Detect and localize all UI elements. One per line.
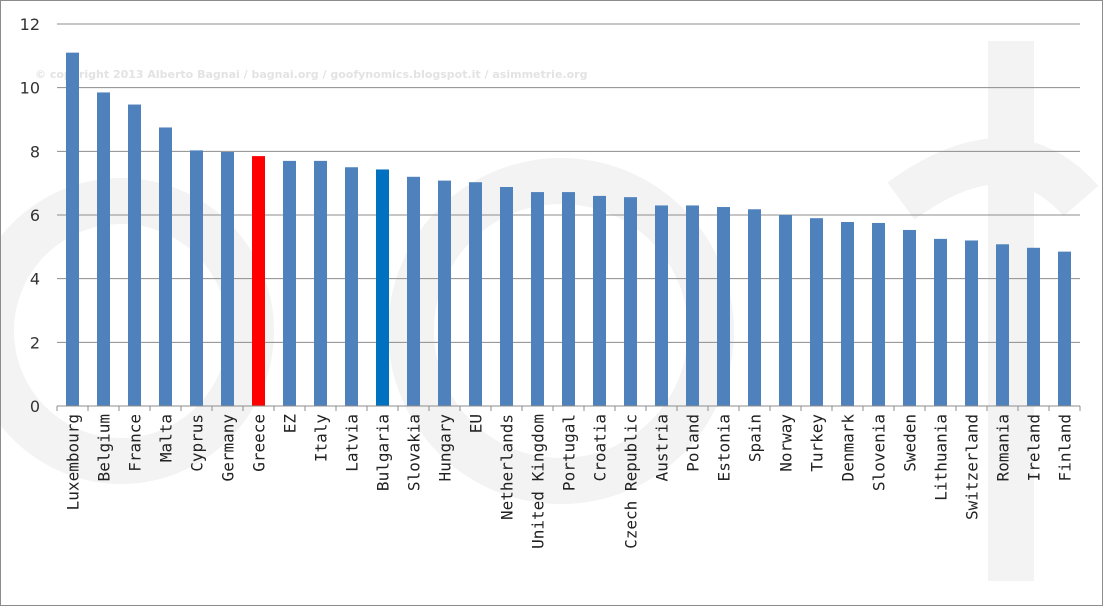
bar-belgium — [97, 92, 110, 406]
x-tick-label: Norway — [777, 414, 796, 472]
bar-switzerland — [965, 240, 978, 406]
bar-czech-republic — [624, 197, 637, 406]
y-tick-label: 6 — [30, 206, 40, 225]
y-axis-ticks: 0 2 4 6 8 10 12 — [20, 15, 40, 416]
x-tick-label: Romania — [994, 414, 1013, 481]
bar-spain — [748, 209, 761, 406]
bar-france — [128, 104, 141, 406]
x-tick-label: Denmark — [839, 414, 858, 482]
bar-turkey — [810, 218, 823, 406]
bar-denmark — [841, 222, 854, 406]
x-tick-label: Switzerland — [963, 414, 982, 520]
bar-poland — [686, 205, 699, 406]
x-tick-label: Netherlands — [498, 414, 517, 520]
bar-germany — [221, 151, 234, 406]
bar-italy — [314, 160, 327, 406]
y-tick-label: 0 — [30, 397, 40, 416]
bar-hungary — [438, 180, 451, 406]
bar-romania — [996, 244, 1009, 406]
bars — [66, 52, 1071, 407]
bar-greece — [252, 156, 265, 406]
bar-cyprus — [190, 150, 203, 406]
x-tick-label: Slovenia — [870, 414, 889, 491]
y-tick-label: 12 — [20, 15, 40, 34]
x-tick-label: Spain — [746, 414, 765, 462]
x-axis-ticks: Luxembourg Belgium France Malta Cyprus German… — [56, 406, 1081, 549]
bar-netherlands — [500, 186, 513, 406]
x-tick-label: Malta — [157, 414, 176, 462]
x-tick-label: Croatia — [591, 414, 610, 481]
y-tick-label: 2 — [30, 333, 40, 352]
bar-lithuania — [934, 238, 947, 407]
bar-croatia — [593, 195, 606, 406]
x-tick-label: Turkey — [808, 414, 827, 472]
bar-latvia — [345, 167, 358, 406]
y-tick-label: 10 — [20, 79, 40, 98]
bar-norway — [779, 215, 792, 406]
x-tick-label: Germany — [219, 414, 238, 482]
x-tick-label: Cyprus — [188, 414, 207, 472]
bar-ireland — [1027, 247, 1040, 406]
x-tick-label: Latvia — [343, 414, 362, 472]
bar-luxembourg — [66, 52, 79, 407]
x-tick-label: Hungary — [436, 414, 455, 482]
bar-estonia — [717, 207, 730, 406]
x-tick-label: France — [126, 414, 145, 472]
bar-eu — [469, 182, 482, 406]
x-tick-label: Lithuania — [932, 414, 951, 501]
bar-slovakia — [407, 176, 420, 406]
y-tick-label: 4 — [30, 270, 40, 289]
x-tick-label: Estonia — [715, 414, 734, 481]
x-tick-label: EZ — [281, 414, 300, 434]
bar-malta — [159, 127, 172, 407]
x-tick-label: Poland — [684, 414, 703, 472]
x-tick-label: Finland — [1056, 414, 1075, 481]
x-tick-label: Czech Republic — [622, 414, 641, 549]
x-tick-label: United Kingdom — [529, 414, 548, 549]
x-tick-label: Greece — [250, 414, 269, 472]
bar-ez — [283, 160, 296, 406]
x-tick-label: Portugal — [560, 414, 579, 491]
bar-united-kingdom — [531, 192, 544, 406]
copyright-watermark: © copyright 2013 Alberto Bagnai / bagnai… — [35, 68, 588, 81]
y-tick-label: 8 — [30, 142, 40, 161]
bar-bulgaria — [376, 169, 389, 406]
bar-sweden — [903, 229, 916, 406]
x-tick-label: Sweden — [901, 414, 920, 472]
bar-finland — [1058, 251, 1071, 406]
x-tick-label: EU — [467, 414, 486, 433]
bar-austria — [655, 205, 668, 406]
x-tick-label: Slovakia — [405, 414, 424, 491]
x-tick-label: Italy — [312, 414, 331, 463]
x-tick-label: Belgium — [95, 414, 114, 481]
x-tick-label: Luxembourg — [64, 414, 83, 510]
x-tick-label: Austria — [653, 414, 672, 481]
bar-slovenia — [872, 222, 885, 406]
bar-portugal — [562, 192, 575, 406]
x-tick-label: Bulgaria — [374, 414, 393, 491]
x-tick-label: Ireland — [1025, 414, 1044, 481]
